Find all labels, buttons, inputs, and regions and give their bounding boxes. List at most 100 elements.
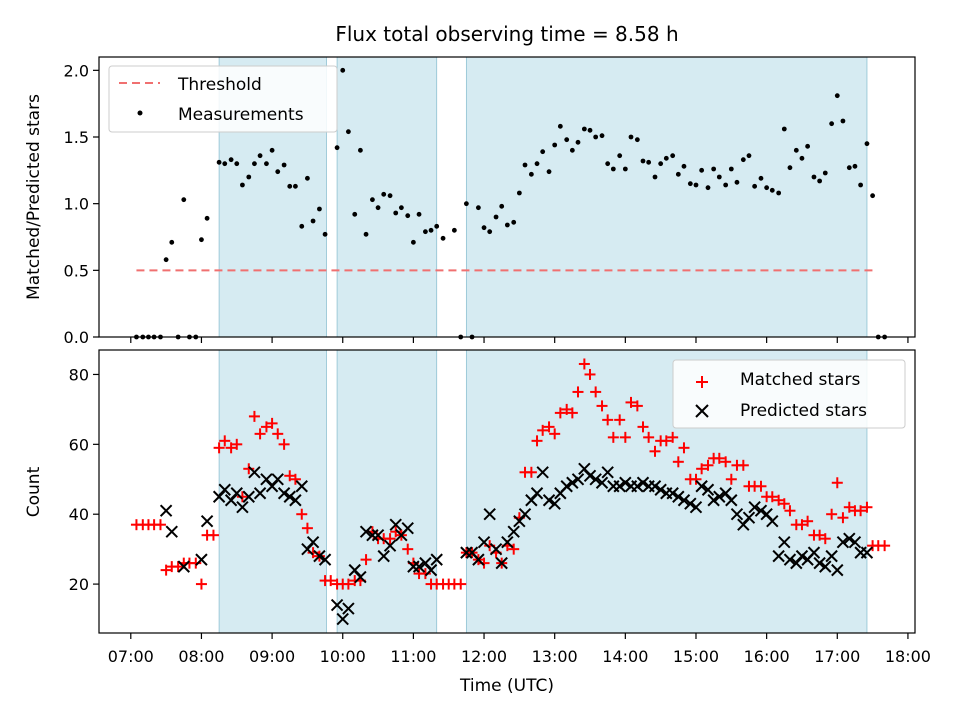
- predicted-star-point: [424, 563, 438, 577]
- x-tick-label: 09:00: [249, 647, 295, 666]
- measurement-point: [628, 134, 634, 140]
- matched-star-point: [826, 508, 838, 520]
- measurement-point: [522, 162, 528, 168]
- measurement-point: [222, 161, 228, 167]
- predicted-star-point: [666, 487, 679, 500]
- measurement-point: [640, 158, 646, 164]
- y-tick-label: 60: [69, 435, 89, 454]
- predicted-star-point: [748, 501, 761, 514]
- predicted-star-point: [725, 494, 738, 507]
- predicted-star-point: [548, 497, 561, 510]
- measurement-point: [305, 175, 310, 181]
- measurement-point: [264, 161, 269, 167]
- matched-star-point: [649, 445, 661, 457]
- matched-star-point: [243, 463, 255, 475]
- legend-matched-label: Matched stars: [740, 370, 860, 390]
- predicted-star-point: [236, 501, 249, 514]
- measurement-point: [299, 223, 305, 229]
- measurement-point: [381, 191, 387, 197]
- predicted-star-point: [295, 480, 308, 493]
- measurement-point: [375, 205, 381, 211]
- predicted-star-point: [713, 490, 726, 503]
- y-tick-label: 2.0: [64, 61, 89, 80]
- predicted-star-point: [648, 480, 662, 493]
- measurement-point: [440, 235, 446, 241]
- top-legend: Threshold Measurements: [108, 65, 338, 133]
- measurement-point: [652, 174, 658, 180]
- measurement-point: [799, 155, 805, 161]
- matched-star-point: [855, 505, 867, 517]
- matched-star-point: [272, 428, 284, 440]
- predicted-star-point: [342, 602, 355, 615]
- matched-star-point: [384, 533, 396, 545]
- predicted-star-point: [159, 504, 173, 517]
- x-tick-label: 13:00: [532, 647, 578, 666]
- measurement-point: [275, 169, 281, 175]
- matched-star-point: [784, 505, 796, 517]
- matched-star-point: [195, 578, 207, 590]
- measurement-point: [699, 167, 705, 173]
- measurement-point: [281, 162, 287, 168]
- measurement-point: [345, 129, 351, 135]
- top-plot-frame: [98, 56, 916, 338]
- matched-star-point: [172, 561, 184, 573]
- measurement-point: [805, 143, 811, 149]
- predicted-star-point: [412, 560, 426, 573]
- measurement-point: [829, 121, 835, 127]
- predicted-star-point: [707, 494, 720, 507]
- measurement-point: [723, 182, 729, 188]
- matched-star-point: [678, 442, 690, 454]
- predicted-star-point: [495, 556, 508, 570]
- matched-star-point: [819, 533, 831, 545]
- predicted-star-point: [566, 476, 579, 489]
- matched-star-point: [284, 470, 296, 482]
- predicted-star-point: [783, 553, 797, 566]
- measurement-point: [728, 166, 734, 172]
- measurement-point: [634, 137, 640, 143]
- top-panel: 0.00.51.01.52.0 Matched/Predicted stars …: [24, 56, 916, 347]
- predicted-star-point: [843, 532, 856, 545]
- measurement-point: [852, 163, 858, 169]
- predicted-star-point: [359, 525, 373, 538]
- predicted-star-point: [195, 553, 208, 566]
- bottom-legend: Matched stars Predicted stars: [672, 359, 906, 429]
- matched-star-point: [584, 368, 596, 380]
- measurement-point: [622, 166, 628, 172]
- y-tick-label: 40: [69, 505, 89, 524]
- measurement-point: [410, 239, 416, 245]
- predicted-star-point: [631, 480, 644, 493]
- measurement-point: [734, 179, 740, 185]
- x-tick-label: 08:00: [178, 647, 224, 666]
- predicted-star-point: [277, 487, 291, 500]
- matched-star-point: [296, 508, 308, 520]
- measurement-point: [405, 213, 411, 219]
- measurement-point: [370, 197, 375, 203]
- measurement-point: [216, 159, 222, 165]
- measurement-point: [428, 227, 434, 233]
- top-y-axis: 0.0 0.5 1.0 1.5 2.0: [64, 61, 99, 347]
- matched-star-point: [725, 473, 737, 485]
- predicted-star-point: [472, 553, 485, 566]
- matched-star-point: [342, 578, 354, 590]
- shaded-interval-1: [218, 349, 327, 634]
- bottom-panel: 20 40 60 80 07:00 08:00 09:00 10:00 11:00 12:00 1…: [24, 349, 931, 696]
- predicted-star-point: [177, 560, 190, 573]
- predicted-star-point: [477, 535, 491, 549]
- predicted-star-point: [383, 539, 397, 552]
- legend-threshold-label: Threshold: [177, 75, 262, 95]
- matched-star-point: [607, 431, 619, 443]
- matched-star-point: [831, 477, 843, 489]
- measurement-point: [487, 229, 493, 235]
- bottom-legend-box: [672, 359, 906, 429]
- top-legend-box: [108, 65, 338, 133]
- predicted-star-point: [730, 508, 744, 521]
- bottom-plot-frame: [98, 349, 916, 634]
- measurement-point: [776, 190, 782, 196]
- matched-star-point: [602, 414, 614, 426]
- measurement-point: [334, 145, 340, 151]
- bottom-y-axis-label: Count: [24, 466, 44, 517]
- matched-star-point: [737, 459, 749, 471]
- measurement-point: [811, 174, 817, 180]
- measurement-point: [504, 222, 510, 228]
- measurement-point: [658, 161, 664, 167]
